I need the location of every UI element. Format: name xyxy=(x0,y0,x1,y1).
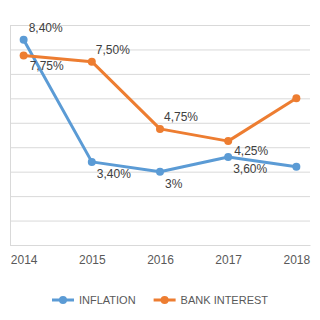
x-tick-label: 2017 xyxy=(215,253,242,267)
y-axis xyxy=(10,26,310,246)
grid-line xyxy=(10,196,310,197)
legend-label: INFLATION xyxy=(79,294,136,306)
x-tick: 2014 xyxy=(11,245,38,267)
y-axis-line xyxy=(11,26,311,246)
x-tick: 2015 xyxy=(79,245,106,267)
legend: INFLATION BANK INTEREST xyxy=(52,294,268,306)
data-label: 7,75% xyxy=(30,59,64,73)
series-marker xyxy=(224,137,232,145)
x-tick-label: 2016 xyxy=(147,253,174,267)
x-axis: 2014 2015 2016 2017 2018 xyxy=(11,245,311,267)
data-label: 3,60% xyxy=(233,162,267,176)
x-axis-line xyxy=(11,245,311,246)
series-marker xyxy=(156,168,164,176)
x-tick: 2018 xyxy=(284,245,311,267)
grid-line xyxy=(10,221,310,222)
grid-line xyxy=(10,123,310,124)
series-line xyxy=(24,56,297,142)
y-tick xyxy=(10,245,310,246)
series-marker xyxy=(20,52,28,60)
series-marker xyxy=(20,36,28,44)
y-tick xyxy=(10,123,310,124)
x-tick: 2017 xyxy=(215,245,242,267)
y-tick xyxy=(10,221,310,222)
series-marker xyxy=(224,153,232,161)
series-marker xyxy=(88,58,96,66)
y-tick xyxy=(10,196,310,197)
series-marker xyxy=(292,163,300,171)
series-marker xyxy=(292,94,300,102)
data-label: 4,75% xyxy=(164,110,198,124)
data-label: 8,40% xyxy=(29,21,63,35)
x-tick-label: 2018 xyxy=(284,253,311,267)
legend-label: BANK INTEREST xyxy=(181,294,269,306)
chart: 2014 2015 2016 2017 2018 8,40% 3,40% 3% 3,60% 7,7… xyxy=(0,0,320,320)
y-tick xyxy=(10,74,310,75)
data-label: 3% xyxy=(165,177,183,191)
y-tick xyxy=(10,49,310,50)
legend-marker xyxy=(59,296,67,304)
data-label: 7,50% xyxy=(96,43,130,57)
data-labels: 8,40% 3,40% 3% 3,60% 7,75% 7,50% 4,75% 4,25% xyxy=(29,21,269,191)
series-line xyxy=(24,40,297,172)
series-marker xyxy=(88,158,96,166)
grid-line xyxy=(10,49,310,50)
grid-line xyxy=(10,74,310,75)
data-label: 3,40% xyxy=(97,167,131,181)
x-tick-label: 2015 xyxy=(79,253,106,267)
x-tick-label: 2014 xyxy=(11,253,38,267)
data-label: 4,25% xyxy=(234,144,268,158)
legend-item: INFLATION xyxy=(52,294,136,306)
grid-line xyxy=(10,245,310,246)
legend-marker xyxy=(161,296,169,304)
series-marker xyxy=(156,125,164,133)
x-tick: 2016 xyxy=(147,245,174,267)
legend-item: BANK INTEREST xyxy=(154,294,269,306)
plot-area xyxy=(20,36,301,176)
